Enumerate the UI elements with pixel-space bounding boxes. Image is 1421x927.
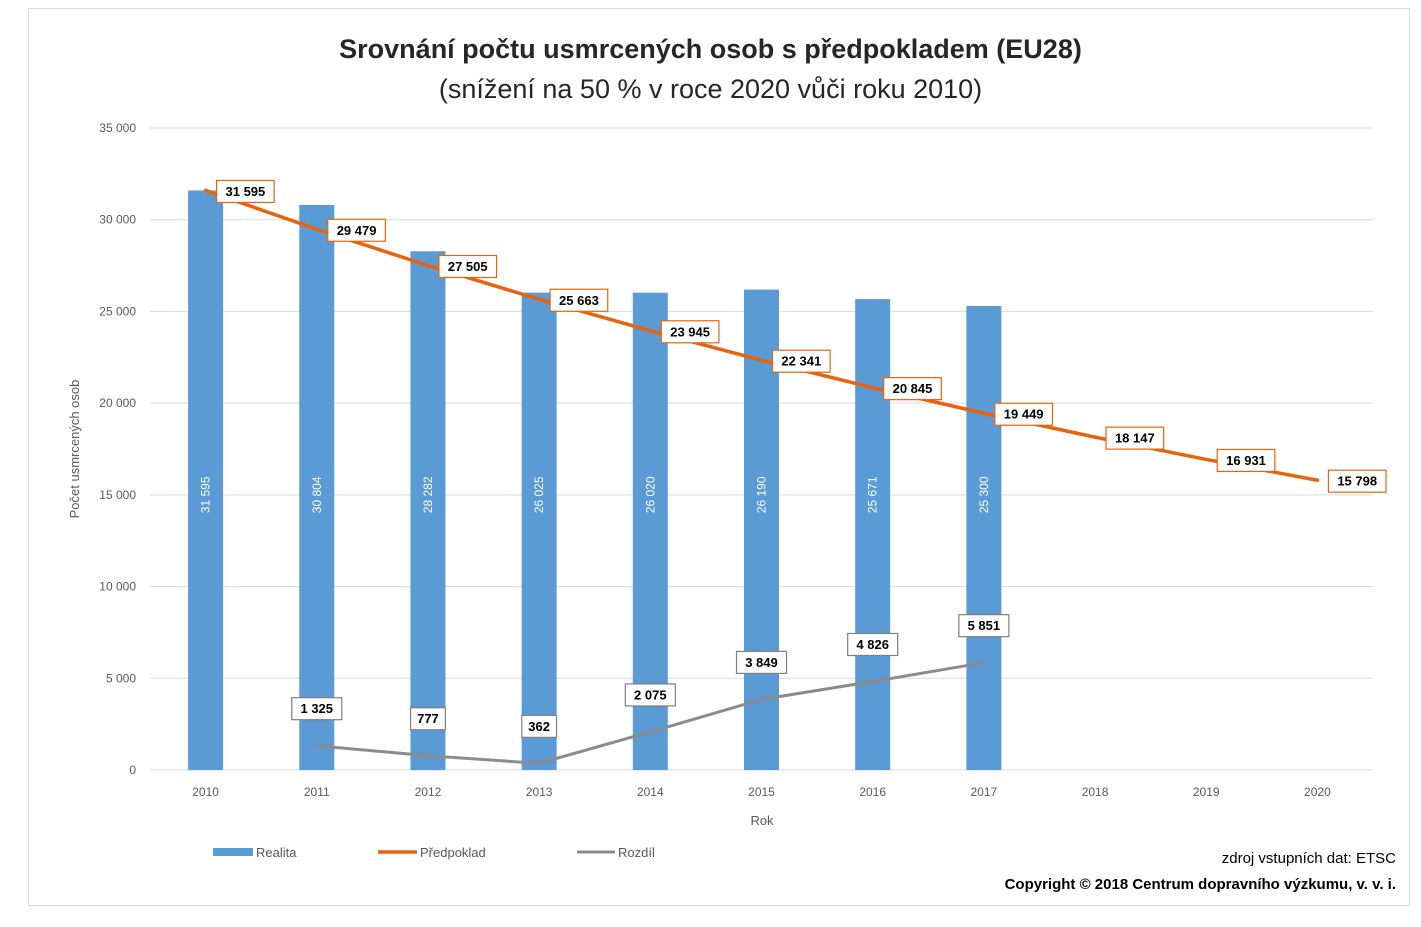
chart-frame — [28, 8, 1410, 906]
y-tick-label: 5 000 — [106, 671, 136, 685]
line-rozdil — [315, 661, 986, 765]
predpoklad-data-label-box — [215, 179, 275, 204]
bar-realita — [410, 251, 446, 771]
x-tick-label: 2010 — [192, 785, 219, 799]
bar-realita — [521, 292, 557, 770]
y-tick-label: 35 000 — [99, 121, 136, 135]
rozdil-data-label: 2 075 — [634, 687, 667, 702]
chart-title: Srovnání počtu usmrcených osob s předpok… — [339, 34, 1082, 64]
rozdil-data-label-box — [735, 650, 788, 674]
rozdil-data-label: 3 849 — [745, 655, 778, 670]
predpoklad-data-label: 18 147 — [1115, 431, 1155, 446]
predpoklad-data-label-box — [771, 349, 831, 373]
bar-value-label: 25 300 — [977, 476, 991, 513]
predpoklad-data-label: 25 663 — [559, 293, 599, 308]
rozdil-data-label-box — [409, 707, 446, 731]
rozdil-data-label: 4 826 — [856, 637, 889, 652]
x-tick-label: 2011 — [304, 785, 330, 799]
bar-value-label: 31 595 — [199, 476, 213, 513]
predpoklad-data-label-box — [994, 402, 1054, 426]
bar-realita — [855, 299, 891, 770]
predpoklad-data-label: 15 798 — [1337, 474, 1377, 489]
rozdil-data-label-box — [624, 683, 676, 707]
x-tick-label: 2016 — [859, 785, 886, 799]
rozdil-data-label-box — [958, 614, 1010, 638]
x-tick-label: 2015 — [748, 785, 775, 799]
bar-value-label: 26 020 — [643, 476, 657, 513]
rozdil-data-label: 1 325 — [300, 701, 333, 716]
x-tick-label: 2020 — [1304, 785, 1331, 799]
bar-value-label: 30 804 — [310, 476, 324, 513]
bar-value-label: 25 671 — [866, 476, 880, 513]
predpoklad-data-label: 23 945 — [670, 324, 710, 339]
x-tick-label: 2012 — [415, 785, 442, 799]
predpoklad-data-label-box — [327, 218, 386, 242]
x-tick-label: 2013 — [526, 785, 553, 799]
predpoklad-data-label: 16 931 — [1226, 453, 1266, 468]
rozdil-data-label: 362 — [528, 719, 550, 734]
bar-realita — [188, 190, 224, 771]
y-tick-label: 0 — [129, 763, 136, 777]
legend-label-predpoklad: Předpoklad — [420, 845, 486, 860]
y-tick-label: 15 000 — [99, 488, 136, 502]
rozdil-data-label: 5 851 — [968, 618, 1001, 633]
rozdil-data-label-box — [291, 697, 343, 721]
predpoklad-data-label-box — [1105, 426, 1165, 450]
bar-value-label: 26 190 — [755, 476, 769, 513]
y-tick-label: 30 000 — [99, 213, 136, 227]
predpoklad-data-label-box — [438, 254, 498, 279]
predpoklad-data-label: 31 595 — [226, 184, 266, 199]
x-tick-label: 2018 — [1082, 785, 1109, 799]
bar-value-label: 26 025 — [532, 476, 546, 513]
legend-label-realita: Realita — [256, 845, 297, 860]
source-note: zdroj vstupních dat: ETSC — [1221, 850, 1396, 867]
predpoklad-data-label-box — [660, 320, 720, 344]
predpoklad-data-label: 29 479 — [337, 223, 377, 238]
predpoklad-data-label-box — [883, 377, 942, 401]
predpoklad-data-label: 20 845 — [893, 381, 933, 396]
x-tick-label: 2017 — [971, 785, 998, 799]
legend-label-rozdil: Rozdíl — [618, 845, 655, 860]
bar-realita — [966, 305, 1002, 770]
y-axis-title: Počet usmrcených osob — [67, 380, 82, 519]
predpoklad-data-label-box — [549, 288, 609, 312]
bar-realita — [299, 204, 335, 771]
copyright-note: Copyright © 2018 Centrum dopravního výzk… — [1004, 876, 1396, 893]
rozdil-data-label: 777 — [417, 711, 439, 726]
predpoklad-data-label: 19 449 — [1004, 407, 1044, 422]
bar-value-label: 28 282 — [421, 476, 435, 513]
predpoklad-data-label: 27 505 — [448, 259, 488, 274]
y-tick-label: 25 000 — [99, 304, 136, 318]
rozdil-data-label-box — [847, 632, 899, 657]
y-tick-label: 10 000 — [99, 580, 136, 594]
predpoklad-data-label: 22 341 — [781, 354, 821, 369]
x-axis-title: Rok — [750, 813, 774, 828]
x-tick-label: 2019 — [1193, 785, 1220, 799]
predpoklad-data-label-box — [1327, 469, 1387, 493]
rozdil-data-label-box — [521, 714, 558, 738]
chart-subtitle: (snížení na 50 % v roce 2020 vůči roku 2… — [438, 74, 983, 104]
legend-swatch-realita — [213, 848, 253, 856]
y-tick-label: 20 000 — [99, 396, 136, 410]
x-tick-label: 2014 — [637, 785, 664, 799]
predpoklad-data-label-box — [1216, 448, 1276, 473]
